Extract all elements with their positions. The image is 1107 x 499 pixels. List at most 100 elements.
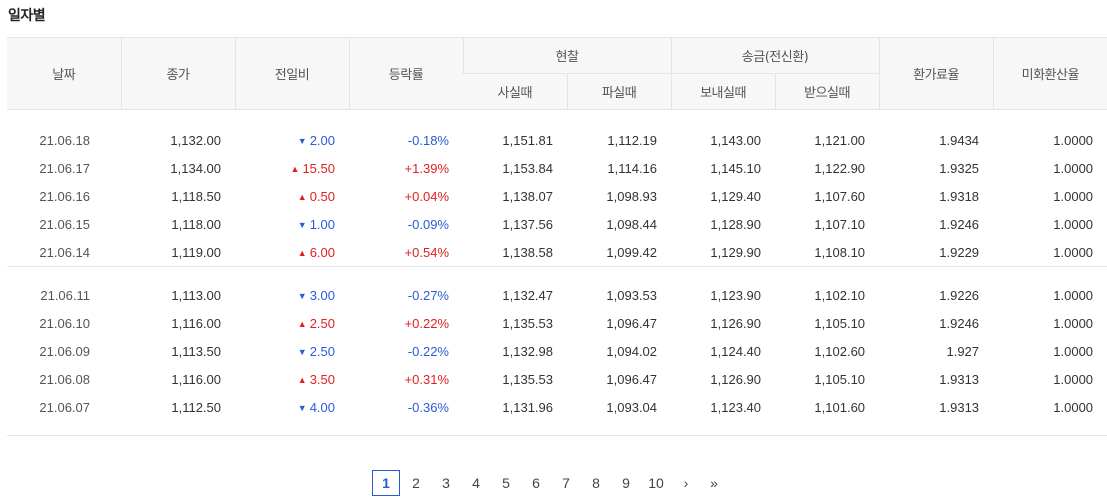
table-row: 21.06.09 1,113.50 ▼ 2.50 -0.22% 1,132.98 1,094…	[7, 337, 1107, 365]
page-link-3[interactable]: 3	[442, 475, 450, 491]
pagination: 1 2 3 4 5 6 7 8 9 10 › »	[372, 470, 728, 496]
cash-buy-cell: 1,135.53	[502, 315, 553, 331]
change-cell: ▼ 3.00	[235, 281, 349, 309]
conv-cell: 1.0000	[1053, 132, 1094, 148]
send-cell: 1,143.00	[710, 132, 762, 148]
page-link-4[interactable]: 4	[472, 475, 480, 491]
header-change: 전일비	[234, 37, 349, 110]
fee-cell: 1.9229	[939, 244, 980, 260]
fee-cell: 1.9313	[939, 371, 980, 387]
fee-cell: 1.9313	[939, 399, 980, 415]
change-value: 3.50	[309, 371, 335, 387]
cash-sell-cell: 1,098.93	[606, 188, 658, 204]
table-row: 21.06.11 1,113.00 ▼ 3.00 -0.27% 1,132.47 1,093…	[7, 281, 1107, 309]
page-title: 일자별	[8, 8, 46, 24]
change-value: 2.50	[309, 343, 335, 359]
cash-buy-cell: 1,138.58	[502, 244, 553, 260]
receive-cell: 1,102.60	[814, 343, 866, 359]
change-cell: ▼ 1.00	[235, 210, 349, 238]
receive-cell: 1,102.10	[814, 287, 866, 303]
close-cell: 1,118.50	[171, 188, 221, 204]
page-link-2[interactable]: 2	[412, 475, 420, 491]
page-link-6[interactable]: 6	[532, 475, 540, 491]
fee-cell: 1.927	[946, 343, 980, 359]
table-end	[7, 421, 1107, 436]
cash-sell-cell: 1,093.53	[606, 287, 658, 303]
rate-cell: +0.31%	[404, 371, 449, 387]
conv-cell: 1.0000	[1053, 315, 1094, 331]
change-value: 2.50	[309, 315, 335, 331]
close-cell: 1,113.00	[171, 287, 221, 303]
cash-sell-cell: 1,099.42	[606, 244, 658, 260]
date-cell: 21.06.18	[39, 132, 90, 148]
next-page-icon[interactable]: ›	[683, 475, 689, 491]
change-value: 4.00	[309, 399, 335, 415]
table-row: 21.06.10 1,116.00 ▲ 2.50 +0.22% 1,135.53 1,096…	[7, 309, 1107, 337]
fee-cell: 1.9226	[939, 287, 980, 303]
header-wire-send: 보내실때	[670, 73, 776, 110]
header-cash-buy: 사실때	[463, 73, 567, 110]
rate-cell: +0.04%	[404, 188, 449, 204]
send-cell: 1,129.40	[710, 188, 762, 204]
date-cell: 21.06.16	[39, 188, 90, 204]
change-value: 15.50	[302, 160, 335, 176]
rate-cell: -0.36%	[407, 399, 449, 415]
page-link-1[interactable]: 1	[372, 470, 400, 496]
header-rate: 등락률	[348, 37, 463, 110]
receive-cell: 1,107.10	[814, 216, 866, 232]
header-cash: 현찰	[462, 37, 672, 74]
change-cell: ▲ 0.50	[235, 182, 349, 210]
conv-cell: 1.0000	[1053, 160, 1094, 176]
cash-buy-cell: 1,137.56	[502, 216, 553, 232]
change-cell: ▲ 3.50	[235, 365, 349, 393]
conv-cell: 1.0000	[1053, 216, 1094, 232]
cash-buy-cell: 1,132.98	[502, 343, 553, 359]
send-cell: 1,126.90	[710, 371, 762, 387]
cash-buy-cell: 1,151.81	[502, 132, 553, 148]
cash-sell-cell: 1,114.16	[607, 160, 658, 176]
rate-cell: -0.22%	[407, 343, 449, 359]
table-row: 21.06.15 1,118.00 ▼ 1.00 -0.09% 1,137.56 1,098…	[7, 210, 1107, 238]
table-row: 21.06.16 1,118.50 ▲ 0.50 +0.04% 1,138.07 1,098…	[7, 182, 1107, 210]
conv-cell: 1.0000	[1053, 399, 1094, 415]
header-close: 종가	[120, 37, 235, 110]
header-exchange-fee: 환가료율	[878, 37, 994, 110]
arrow-up-icon: ▲	[290, 163, 300, 174]
fee-cell: 1.9434	[939, 132, 980, 148]
header-wire: 송금(전신환)	[670, 37, 880, 74]
last-page-icon[interactable]: »	[710, 475, 718, 491]
rate-cell: +1.39%	[404, 160, 449, 176]
change-value: 2.00	[309, 132, 335, 148]
page-link-8[interactable]: 8	[592, 475, 600, 491]
date-cell: 21.06.10	[39, 315, 90, 331]
change-cell: ▼ 2.50	[235, 337, 349, 365]
fee-cell: 1.9325	[939, 160, 980, 176]
close-cell: 1,132.00	[170, 132, 221, 148]
header-usd-conv: 미화환산율	[992, 37, 1107, 110]
cash-sell-cell: 1,112.19	[607, 132, 658, 148]
conv-cell: 1.0000	[1053, 188, 1094, 204]
arrow-up-icon: ▲	[297, 191, 307, 202]
cash-buy-cell: 1,132.47	[502, 287, 553, 303]
cash-buy-cell: 1,153.84	[502, 160, 553, 176]
page-link-10[interactable]: 10	[648, 475, 664, 491]
change-cell: ▲ 2.50	[235, 309, 349, 337]
page-link-7[interactable]: 7	[562, 475, 570, 491]
rate-cell: +0.22%	[404, 315, 449, 331]
cash-sell-cell: 1,094.02	[606, 343, 658, 359]
page-link-9[interactable]: 9	[622, 475, 630, 491]
send-cell: 1,126.90	[710, 315, 762, 331]
change-cell: ▲ 15.50	[235, 154, 349, 182]
conv-cell: 1.0000	[1053, 287, 1094, 303]
close-cell: 1,134.00	[170, 160, 221, 176]
table-row: 21.06.18 1,132.00 ▼ 2.00 -0.18% 1,151.81 1,112…	[7, 126, 1107, 154]
send-cell: 1,128.90	[710, 216, 762, 232]
date-cell: 21.06.15	[39, 216, 90, 232]
close-cell: 1,118.00	[171, 216, 221, 232]
receive-cell: 1,101.60	[814, 399, 866, 415]
page-link-5[interactable]: 5	[502, 475, 510, 491]
header-wire-receive: 받으실때	[774, 73, 880, 110]
group-spacer	[7, 266, 1107, 281]
send-cell: 1,124.40	[710, 343, 762, 359]
header-date: 날짜	[7, 37, 121, 110]
